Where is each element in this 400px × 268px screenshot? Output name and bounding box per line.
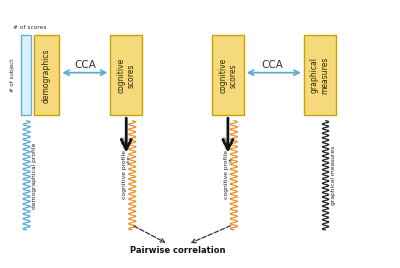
FancyBboxPatch shape	[110, 35, 142, 115]
FancyBboxPatch shape	[21, 35, 31, 115]
Text: # of subject: # of subject	[10, 59, 15, 92]
Text: gt: gt	[229, 157, 233, 162]
Text: cognitive
scores: cognitive scores	[218, 58, 238, 93]
FancyBboxPatch shape	[34, 35, 60, 115]
Text: # of scores: # of scores	[13, 25, 46, 30]
Text: demographical profile: demographical profile	[32, 142, 37, 209]
Text: demographics: demographics	[42, 48, 51, 103]
Text: graphical
measures: graphical measures	[310, 57, 329, 94]
Text: cognitive profile - CP: cognitive profile - CP	[224, 136, 229, 199]
Text: cognitive
scores: cognitive scores	[116, 58, 136, 93]
FancyBboxPatch shape	[212, 35, 244, 115]
Text: CCA: CCA	[262, 60, 284, 70]
Text: CCA: CCA	[74, 60, 96, 70]
Text: Pairwise correlation: Pairwise correlation	[130, 246, 226, 255]
FancyBboxPatch shape	[304, 35, 336, 115]
Text: cognitive profile - CP: cognitive profile - CP	[122, 136, 128, 199]
Text: graphical measures: graphical measures	[331, 146, 336, 205]
Text: dem: dem	[127, 154, 131, 164]
